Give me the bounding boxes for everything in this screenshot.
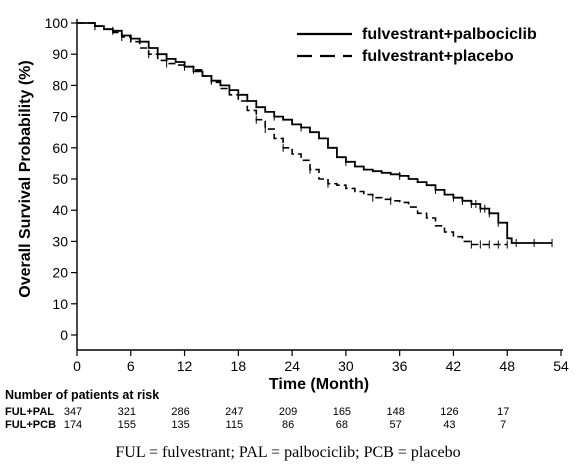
risk-cell: 17 xyxy=(497,406,510,418)
x-tick-label: 6 xyxy=(127,358,135,374)
legend-label-0: fulvestrant+palbociclib xyxy=(362,26,537,43)
y-tick-label: 100 xyxy=(45,15,69,31)
risk-cell: 155 xyxy=(117,419,136,431)
x-tick-label: 24 xyxy=(284,358,300,374)
footnote: FUL = fulvestrant; PAL = palbociclib; PC… xyxy=(115,444,461,461)
risk-row-label: FUL+PAL xyxy=(5,406,54,418)
risk-cell: 347 xyxy=(63,406,83,418)
legend: fulvestrant+palbociclib fulvestrant+place… xyxy=(297,26,537,65)
x-tick-label: 48 xyxy=(499,358,515,374)
y-tick-label: 40 xyxy=(52,202,68,218)
y-tick-label: 80 xyxy=(52,77,68,93)
x-tick-label: 36 xyxy=(392,358,408,374)
risk-cell: 165 xyxy=(332,406,352,418)
risk-table: Number of patients at risk FUL+PAL 347 321… xyxy=(0,386,576,434)
risk-cell: 174 xyxy=(63,419,83,431)
risk-cell: 286 xyxy=(171,406,190,418)
x-tick-label: 42 xyxy=(446,358,462,374)
y-tick-label: 50 xyxy=(52,171,68,187)
legend-label-1: fulvestrant+placebo xyxy=(362,48,514,65)
y-tick-label: 30 xyxy=(52,233,68,249)
risk-cell: 57 xyxy=(389,419,402,431)
risk-cell: 43 xyxy=(443,419,456,431)
y-tick-label: 0 xyxy=(60,327,68,343)
risk-cell: 148 xyxy=(386,406,405,418)
x-tick-label: 54 xyxy=(553,358,569,374)
x-axis-label: Time (Month) xyxy=(269,376,369,393)
axes: 0 10 20 30 40 50 60 70 80 90 100 0 6 12 18 24 30 36 42 48 54… xyxy=(17,15,569,393)
risk-table-title: Number of patients at risk xyxy=(5,388,160,402)
series-layer xyxy=(77,22,553,249)
y-tick-label: 70 xyxy=(52,109,68,125)
risk-cell: 86 xyxy=(281,419,295,431)
risk-cell: 321 xyxy=(117,406,136,418)
risk-cell: 209 xyxy=(278,406,298,418)
risk-cell: 7 xyxy=(500,419,507,431)
y-tick-label: 90 xyxy=(52,46,68,62)
survival-chart: 0 10 20 30 40 50 60 70 80 90 100 0 6 12 18 24 30 36 42 48 54… xyxy=(17,15,569,393)
x-tick-label: 0 xyxy=(73,358,81,374)
risk-cell: 68 xyxy=(335,419,348,431)
y-tick-label: 60 xyxy=(52,140,68,156)
x-tick-label: 18 xyxy=(231,358,247,374)
risk-row-label: FUL+PCB xyxy=(5,419,57,431)
y-axis-label: Overall Survival Probability (%) xyxy=(17,60,34,297)
risk-cell: 126 xyxy=(440,406,459,418)
y-tick-label: 20 xyxy=(52,265,68,281)
risk-cell: 115 xyxy=(225,419,244,431)
risk-cell: 247 xyxy=(225,406,244,418)
x-tick-label: 30 xyxy=(338,358,354,374)
risk-cell: 135 xyxy=(171,419,190,431)
y-tick-label: 10 xyxy=(52,296,68,312)
x-tick-label: 12 xyxy=(177,358,193,374)
